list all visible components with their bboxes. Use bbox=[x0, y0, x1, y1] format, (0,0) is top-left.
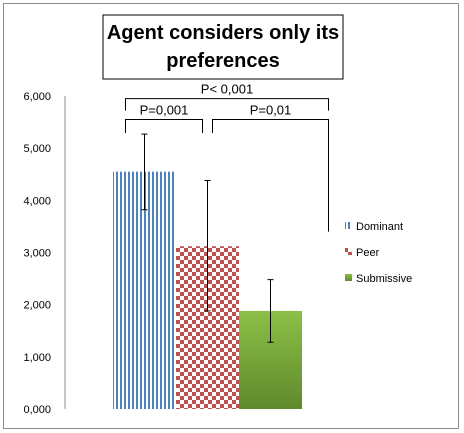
legend-label-peer: Peer bbox=[356, 247, 380, 259]
chart-title-line-1: Agent considers only its bbox=[107, 22, 339, 44]
y-tick-label: 0,000 bbox=[23, 404, 51, 416]
y-tick-label: 6,000 bbox=[23, 91, 51, 103]
chart-title-box bbox=[102, 14, 344, 80]
y-tick-label: 2,000 bbox=[23, 300, 51, 312]
chart-frame: Agent considers only its preferences 0,0… bbox=[3, 3, 459, 429]
legend-swatch-peer bbox=[345, 248, 352, 255]
y-tick-label: 4,000 bbox=[23, 195, 51, 207]
significance-label: P=0,01 bbox=[250, 102, 292, 117]
legend-label-submissive: Submissive bbox=[356, 273, 412, 285]
error-bars bbox=[141, 133, 274, 343]
y-tick-label: 5,000 bbox=[23, 143, 51, 155]
legend-swatch-submissive bbox=[345, 274, 352, 281]
legend-label-dominant: Dominant bbox=[356, 221, 403, 233]
y-axis-ticks: 0,000 1,000 2,000 3,000 4,000 5,000 6,000 bbox=[23, 91, 51, 416]
y-tick-label: 1,000 bbox=[23, 352, 51, 364]
significance-bracket bbox=[125, 98, 329, 111]
legend-swatch-dominant bbox=[345, 222, 352, 229]
y-tick-label: 3,000 bbox=[23, 248, 51, 260]
bar-dominant bbox=[113, 171, 176, 409]
legend: Dominant Peer Submissive bbox=[345, 221, 412, 285]
significance-label: P=0,001 bbox=[140, 102, 189, 117]
significance-label: P< 0,001 bbox=[201, 82, 253, 97]
significance-bracket bbox=[212, 118, 329, 232]
chart-title-line-2: preferences bbox=[166, 50, 279, 72]
chart: Agent considers only its preferences 0,0… bbox=[23, 14, 412, 416]
significance-bracket bbox=[125, 118, 203, 134]
significance-annotations: P=0,001 P=0,01 P< 0,001 bbox=[125, 82, 329, 232]
